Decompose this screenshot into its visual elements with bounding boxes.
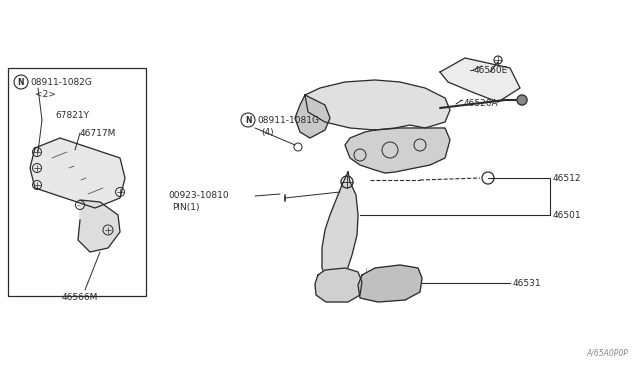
Text: PIN(1): PIN(1) [172,202,200,212]
Text: N: N [244,115,252,125]
Polygon shape [315,268,362,302]
Text: 46501: 46501 [553,211,582,219]
Text: 46717M: 46717M [80,128,116,138]
Polygon shape [358,265,422,302]
Polygon shape [322,172,358,280]
Text: 46560E: 46560E [474,65,508,74]
Circle shape [517,95,527,105]
Text: 67821Y: 67821Y [55,110,89,119]
Polygon shape [78,200,120,252]
Text: A/65A0P0P: A/65A0P0P [586,349,628,358]
Text: 46512: 46512 [553,173,582,183]
Text: 08911-1082G: 08911-1082G [30,77,92,87]
Polygon shape [295,95,330,138]
Text: 46520A: 46520A [464,99,499,108]
Polygon shape [305,80,450,130]
Text: 00923-10810: 00923-10810 [168,190,228,199]
Polygon shape [440,58,520,102]
Text: 08911-1081G: 08911-1081G [257,115,319,125]
Polygon shape [30,138,125,208]
Text: 46531: 46531 [513,279,541,288]
Bar [8,68,146,296]
Text: 46566M: 46566M [62,294,99,302]
Text: (4): (4) [261,128,274,137]
Text: <2>: <2> [35,90,56,99]
Text: N: N [18,77,24,87]
Polygon shape [345,128,450,173]
